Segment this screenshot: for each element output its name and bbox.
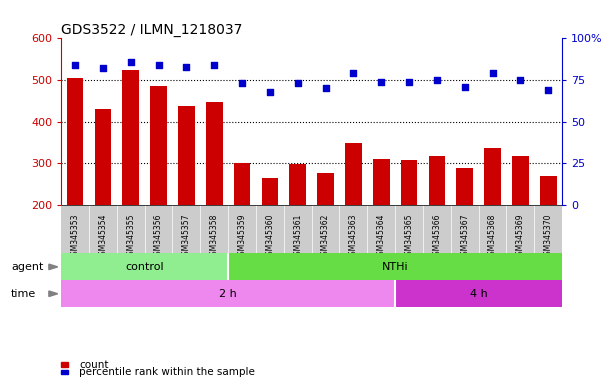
Text: agent: agent: [11, 262, 43, 272]
Point: [432, 77, 442, 83]
Bar: [67, 78, 83, 205]
Point: [210, 62, 219, 68]
Bar: [484, 148, 501, 205]
Point: [181, 64, 191, 70]
Bar: [95, 109, 111, 205]
Bar: [262, 178, 278, 205]
Bar: [540, 176, 557, 205]
Text: control: control: [125, 262, 164, 272]
Point: [543, 87, 553, 93]
Point: [98, 65, 108, 71]
Bar: [206, 102, 222, 205]
Bar: [290, 164, 306, 205]
Text: NTHi: NTHi: [382, 262, 408, 272]
Text: 2 h: 2 h: [219, 289, 237, 299]
Bar: [428, 156, 445, 205]
Bar: [61, 280, 395, 307]
Point: [265, 89, 275, 95]
Point: [321, 85, 331, 91]
Bar: [228, 253, 562, 280]
Point: [488, 70, 497, 76]
Bar: [233, 164, 251, 205]
Bar: [401, 160, 417, 205]
Bar: [345, 143, 362, 205]
Point: [153, 62, 163, 68]
Bar: [150, 86, 167, 205]
Bar: [122, 70, 139, 205]
Text: GDS3522 / ILMN_1218037: GDS3522 / ILMN_1218037: [61, 23, 243, 37]
Bar: [512, 156, 529, 205]
Point: [404, 79, 414, 85]
Bar: [373, 159, 390, 205]
Point: [237, 80, 247, 86]
Bar: [317, 172, 334, 205]
Bar: [178, 106, 195, 205]
Point: [126, 59, 136, 65]
Point: [516, 77, 525, 83]
Point: [376, 79, 386, 85]
Point: [70, 62, 80, 68]
Text: time: time: [11, 289, 36, 299]
Point: [293, 80, 302, 86]
Text: percentile rank within the sample: percentile rank within the sample: [79, 367, 255, 377]
Bar: [61, 253, 228, 280]
Text: 4 h: 4 h: [470, 289, 488, 299]
Bar: [395, 280, 562, 307]
Text: count: count: [79, 360, 109, 370]
Point: [460, 84, 470, 90]
Point: [348, 70, 358, 76]
Bar: [456, 167, 473, 205]
